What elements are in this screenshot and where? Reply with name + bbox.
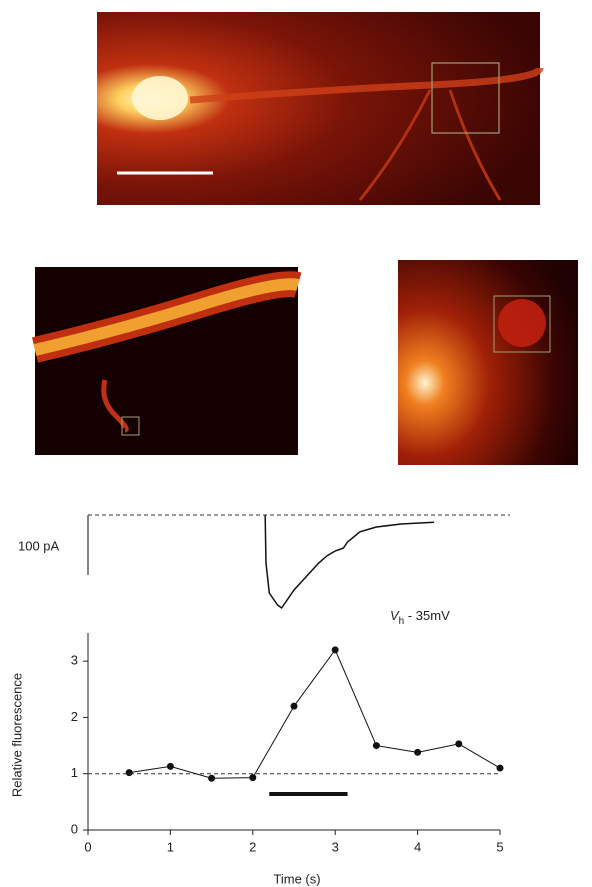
micrograph-dendrite (35, 267, 298, 455)
figure: 100 pA Vh - 35mV Time (s) Relative fluor… (0, 0, 592, 887)
data-point (414, 749, 421, 756)
y-tick-label: 3 (71, 653, 78, 668)
annotation-rest: - 35mV (404, 608, 450, 623)
y-tick-label: 0 (71, 821, 78, 836)
data-point (249, 774, 256, 781)
y-tick-label: 2 (71, 709, 78, 724)
data-point (332, 646, 339, 653)
holding-potential: Vh - 35mV (390, 608, 450, 626)
data-point (126, 769, 133, 776)
current-trace (265, 515, 434, 608)
micrograph-top (97, 12, 540, 205)
data-point (291, 703, 298, 710)
x-tick-label: 1 (167, 839, 174, 854)
x-tick-label: 0 (84, 839, 91, 854)
x-tick-label: 3 (332, 839, 339, 854)
x-tick-label: 5 (496, 839, 503, 854)
scale-bar-label: 100 pA (18, 538, 60, 553)
data-line (129, 650, 500, 778)
y-tick-label: 1 (71, 765, 78, 780)
x-axis-label: Time (s) (273, 871, 320, 886)
x-tick-label: 2 (249, 839, 256, 854)
data-point (208, 775, 215, 782)
micrograph-spine (398, 260, 578, 465)
data-point (497, 765, 504, 772)
y-axis-label: Relative fluorescence (9, 673, 24, 797)
data-point (373, 742, 380, 749)
data-point (455, 740, 462, 747)
x-tick-label: 4 (414, 839, 421, 854)
data-point (167, 763, 174, 770)
